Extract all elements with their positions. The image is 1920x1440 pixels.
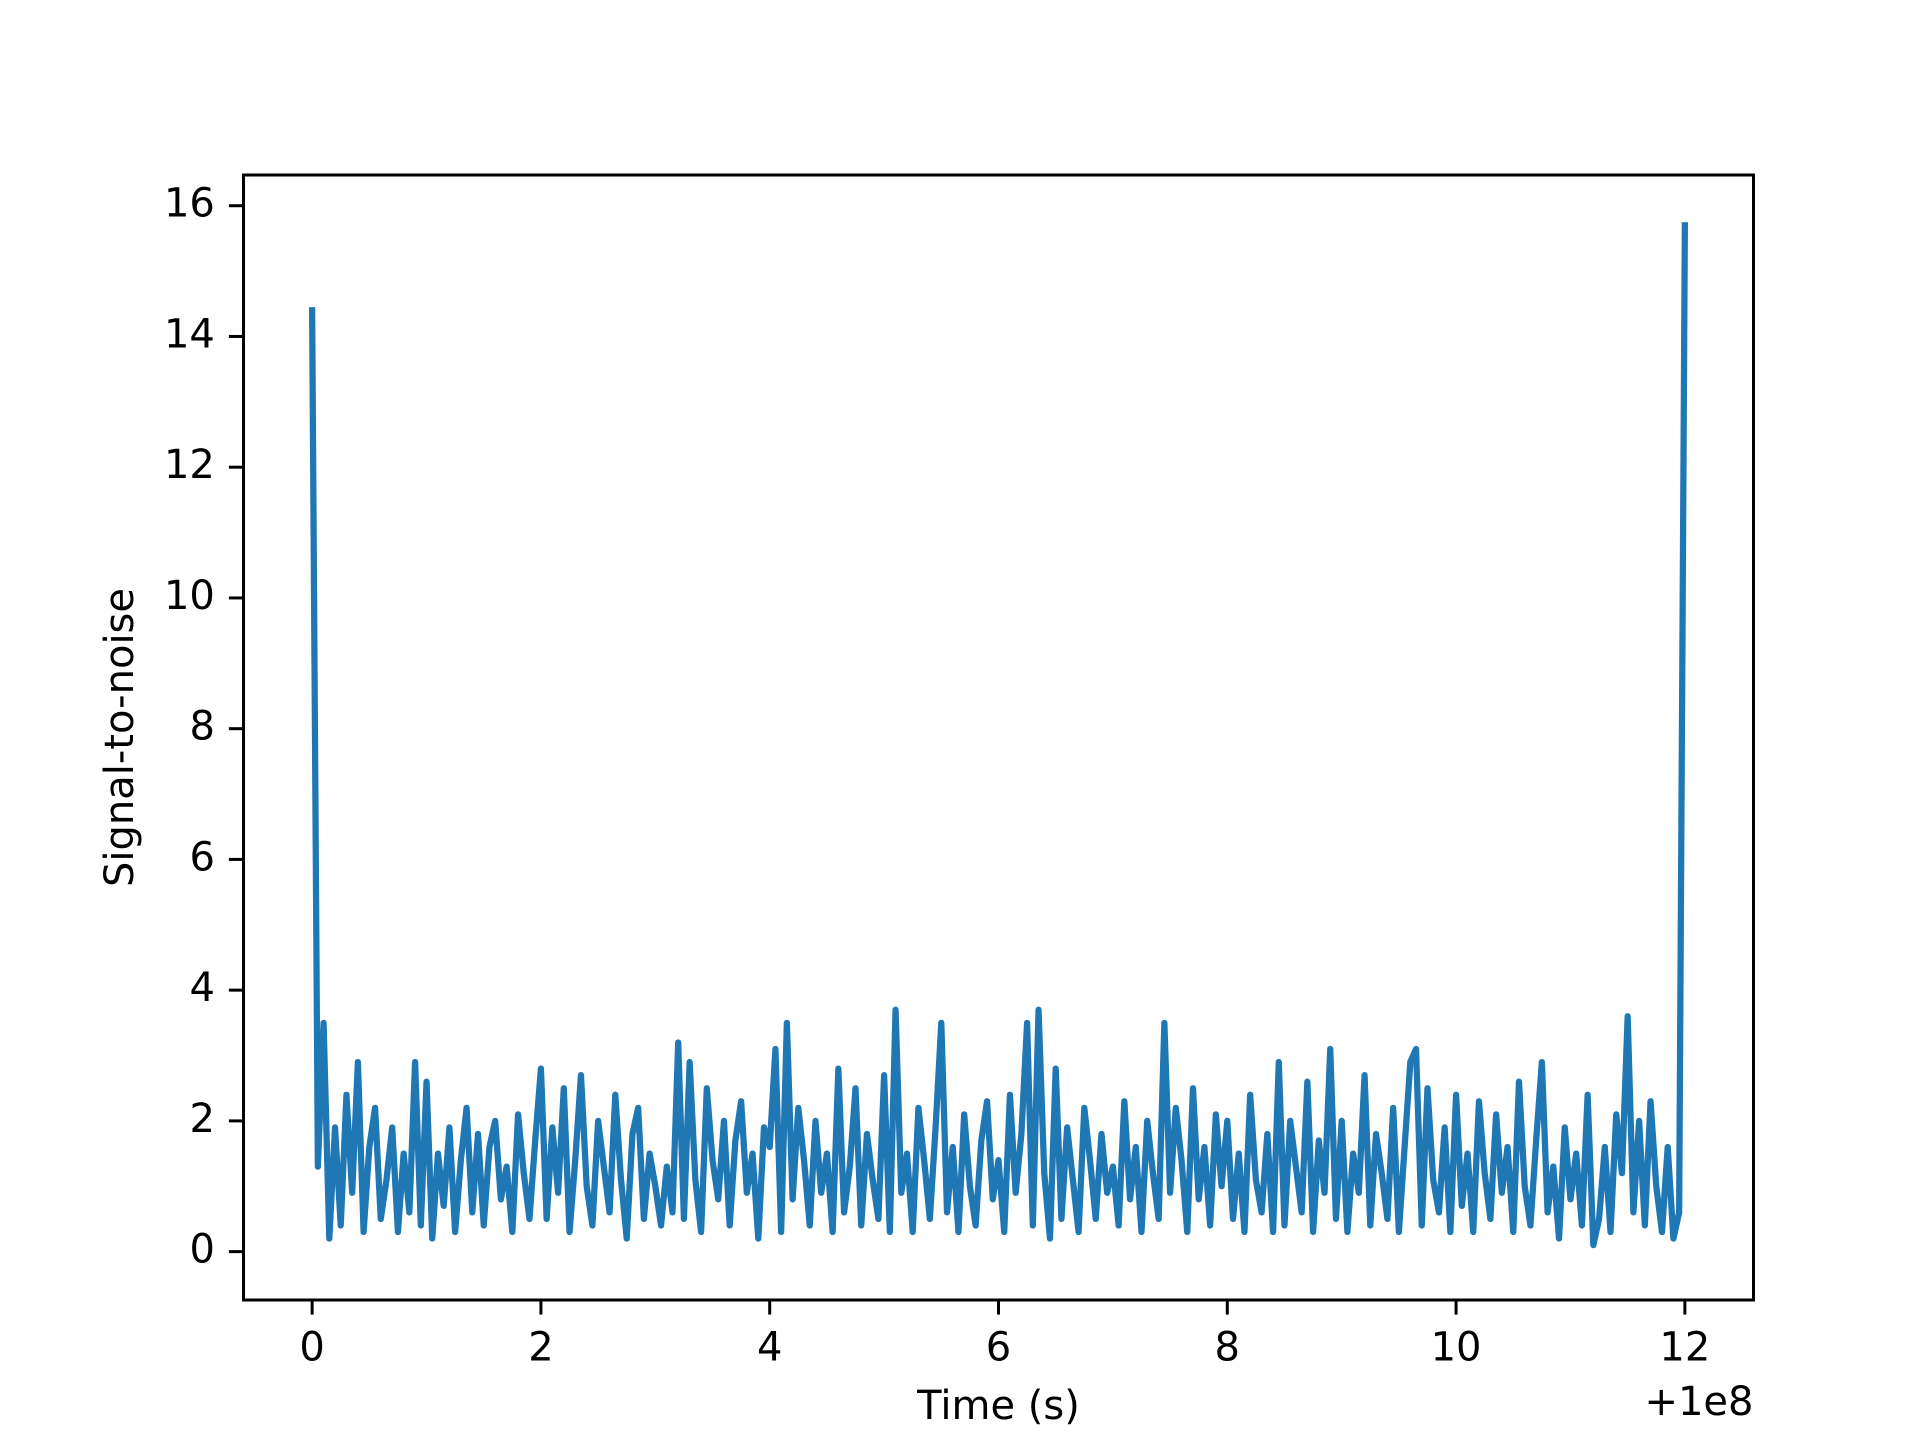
x-offset-label: +1e8 xyxy=(1644,1379,1753,1425)
y-tick-label: 16 xyxy=(164,181,215,227)
x-tick-label: 6 xyxy=(986,1325,1011,1371)
y-tick-label: 6 xyxy=(189,834,214,880)
signal-line xyxy=(308,222,1689,1249)
y-tick-label: 2 xyxy=(189,1096,214,1142)
x-tick-label: 12 xyxy=(1659,1325,1710,1371)
y-axis-label: Signal-to-noise xyxy=(97,588,143,887)
plot-area xyxy=(308,222,1689,1249)
y-tick-label: 10 xyxy=(164,573,215,619)
y-tick-label: 14 xyxy=(164,311,215,357)
x-tick-label: 8 xyxy=(1215,1325,1240,1371)
x-tick-label: 10 xyxy=(1431,1325,1482,1371)
x-tick-label: 0 xyxy=(299,1325,324,1371)
y-tick-label: 8 xyxy=(189,704,214,750)
x-axis-label: Time (s) xyxy=(916,1383,1080,1429)
y-tick-label: 12 xyxy=(164,442,215,488)
y-tick-label: 4 xyxy=(189,965,214,1011)
y-tick-label: 0 xyxy=(189,1227,214,1273)
x-tick-label: 2 xyxy=(528,1325,553,1371)
x-tick-label: 4 xyxy=(757,1325,782,1371)
